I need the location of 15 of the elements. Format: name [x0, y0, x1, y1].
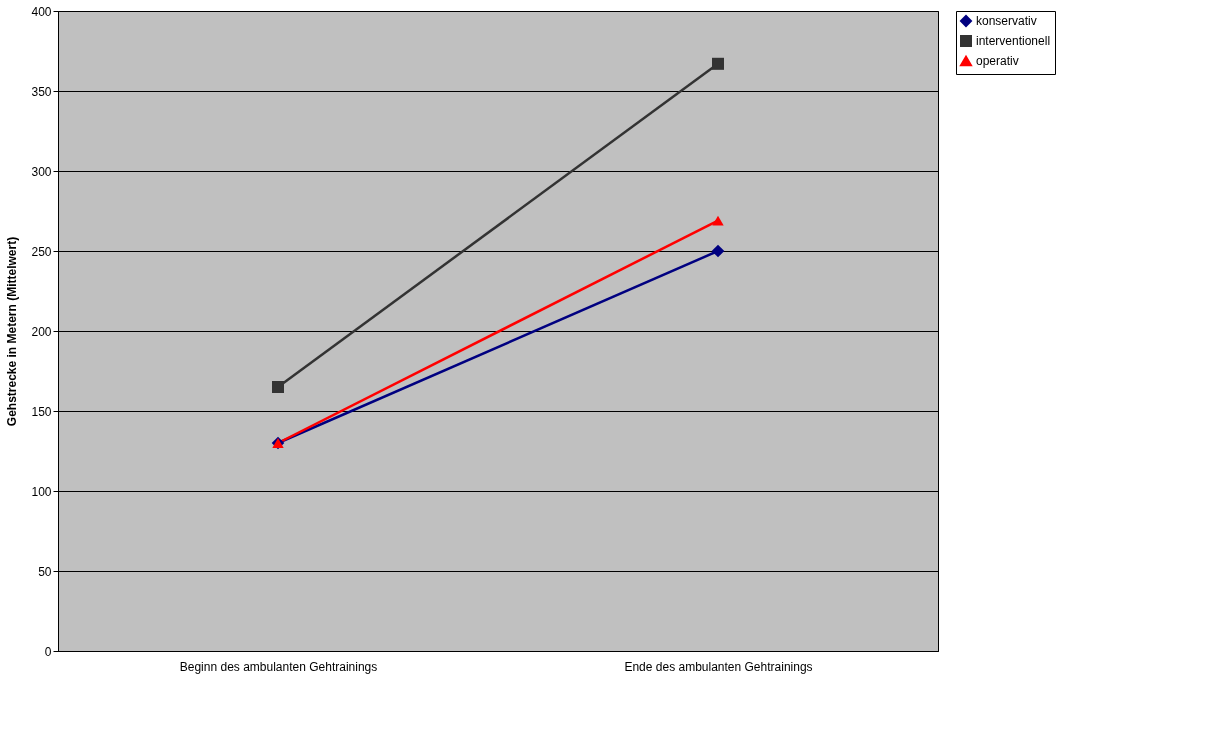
y-tick-label: 300 — [31, 164, 52, 179]
legend-label: interventionell — [976, 34, 1051, 48]
y-tick-label: 100 — [31, 484, 52, 499]
legend-label: operativ — [976, 54, 1019, 68]
x-tick-label: Ende des ambulanten Gehtrainings — [624, 659, 813, 674]
y-tick-label: 0 — [44, 644, 52, 659]
y-tick-label: 50 — [38, 564, 52, 579]
y-tick-label: 200 — [31, 324, 52, 339]
y-axis-title: Gehstrecke in Metern (Mittelwert) — [5, 236, 20, 427]
y-tick-label: 350 — [31, 84, 52, 99]
y-tick-label: 400 — [31, 4, 52, 19]
y-tick-label: 150 — [31, 404, 52, 419]
y-tick-label: 250 — [31, 244, 52, 259]
legend-label: konservativ — [976, 14, 1037, 28]
x-tick-label: Beginn des ambulanten Gehtrainings — [179, 659, 378, 674]
